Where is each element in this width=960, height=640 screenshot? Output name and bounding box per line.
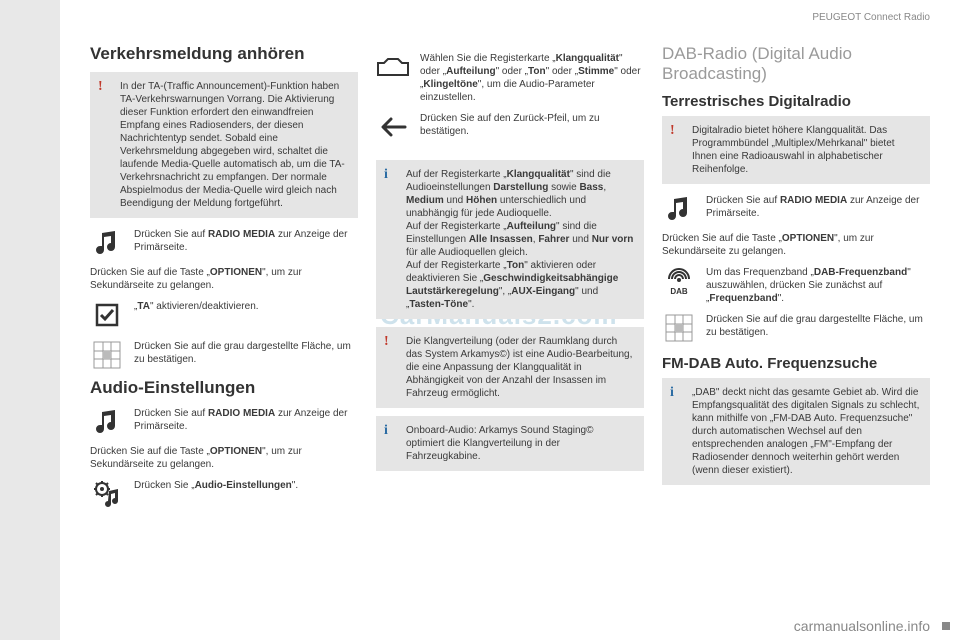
music-note-icon	[90, 405, 124, 439]
heading-audio-settings: Audio-Einstellungen	[90, 378, 358, 398]
step-text: Wählen Sie die Registerkarte „Klangquali…	[420, 50, 644, 104]
options-line-3: Drücken Sie auf die Taste „OPTIONEN", um…	[662, 232, 930, 258]
warning-text: Digitalradio bietet höhere Klangqualität…	[692, 125, 895, 175]
svg-text:DAB: DAB	[670, 287, 688, 296]
dab-icon: DAB	[662, 264, 696, 298]
step-grey-confirm-1: Drücken Sie auf die grau dargestellte Fl…	[90, 338, 358, 372]
page-corner-mark	[942, 622, 950, 630]
music-note-icon	[662, 192, 696, 226]
options-line-2: Drücken Sie auf die Taste „OPTIONEN", um…	[90, 445, 358, 471]
heading-dab-radio: DAB-Radio (Digital Audio Broadcasting)	[662, 44, 930, 83]
step-dab-band: DAB Um das Frequenzband „DAB-Frequenzban…	[662, 264, 930, 305]
heading-terrestrial: Terrestrisches Digitalradio	[662, 93, 930, 110]
step-text: Drücken Sie auf den Zurück-Pfeil, um zu …	[420, 110, 644, 138]
info-text: Auf der Registerkarte „Klangqualität" si…	[406, 169, 633, 310]
column-2: Wählen Sie die Registerkarte „Klangquali…	[376, 44, 644, 517]
info-onboard-audio: i Onboard-Audio: Arkamys Sound Staging© …	[376, 416, 644, 471]
warning-digital-radio: ! Digitalradio bietet höhere Klangqualit…	[662, 116, 930, 184]
heading-traffic: Verkehrsmeldung anhören	[90, 44, 358, 64]
tabs-icon	[376, 50, 410, 84]
back-arrow-icon	[376, 110, 410, 144]
info-text: „DAB" deckt nicht das gesamte Gebiet ab.…	[692, 387, 919, 476]
step-radio-media-3: Drücken Sie auf RADIO MEDIA zur Anzeige …	[662, 192, 930, 226]
grid-square-icon	[662, 311, 696, 345]
warning-text: In der TA-(Traffic Announcement)-Funktio…	[120, 81, 345, 209]
info-icon: i	[384, 166, 388, 184]
options-line-1: Drücken Sie auf die Taste „OPTIONEN", um…	[90, 266, 358, 292]
step-grey-confirm-2: Drücken Sie auf die grau dargestellte Fl…	[662, 311, 930, 345]
exclaim-icon: !	[670, 122, 675, 140]
column-1: Verkehrsmeldung anhören ! In der TA-(Tra…	[90, 44, 358, 517]
step-audio-settings: Drücken Sie „Audio-Einstellungen".	[90, 477, 358, 511]
content-columns: Verkehrsmeldung anhören ! In der TA-(Tra…	[90, 44, 930, 517]
info-fm-dab: i „DAB" deckt nicht das gesamte Gebiet a…	[662, 378, 930, 485]
info-sound-tabs: i Auf der Registerkarte „Klangqualität" …	[376, 160, 644, 319]
step-text: Drücken Sie auf RADIO MEDIA zur Anzeige …	[134, 226, 358, 254]
exclaim-icon: !	[384, 333, 389, 351]
page-left-margin	[0, 0, 60, 640]
gear-note-icon	[90, 477, 124, 511]
warning-text: Die Klangverteilung (oder der Raumklang …	[406, 336, 632, 399]
step-text: Drücken Sie auf die grau dargestellte Fl…	[134, 338, 358, 366]
step-ta-toggle: „TA" aktivieren/deaktivieren.	[90, 298, 358, 332]
step-text: Drücken Sie auf RADIO MEDIA zur Anzeige …	[706, 192, 930, 220]
heading-fm-dab: FM-DAB Auto. Frequenzsuche	[662, 355, 930, 372]
step-text: „TA" aktivieren/deaktivieren.	[134, 298, 358, 313]
section-header: PEUGEOT Connect Radio	[812, 12, 930, 23]
warning-arkamys: ! Die Klangverteilung (oder der Raumklan…	[376, 327, 644, 408]
column-3: DAB-Radio (Digital Audio Broadcasting) T…	[662, 44, 930, 517]
grid-square-icon	[90, 338, 124, 372]
step-text: Um das Frequenzband „DAB-Frequenzband" a…	[706, 264, 930, 305]
music-note-icon	[90, 226, 124, 260]
info-icon: i	[670, 384, 674, 402]
checkbox-icon	[90, 298, 124, 332]
footer-url: carmanualsonline.info	[794, 618, 930, 634]
step-text: Drücken Sie auf RADIO MEDIA zur Anzeige …	[134, 405, 358, 433]
step-select-tab: Wählen Sie die Registerkarte „Klangquali…	[376, 50, 644, 104]
step-text: Drücken Sie auf die grau dargestellte Fl…	[706, 311, 930, 339]
step-text: Drücken Sie „Audio-Einstellungen".	[134, 477, 358, 492]
warning-ta-function: ! In der TA-(Traffic Announcement)-Funkt…	[90, 72, 358, 218]
step-radio-media-2: Drücken Sie auf RADIO MEDIA zur Anzeige …	[90, 405, 358, 439]
exclaim-icon: !	[98, 78, 103, 96]
step-radio-media-1: Drücken Sie auf RADIO MEDIA zur Anzeige …	[90, 226, 358, 260]
info-text: Onboard-Audio: Arkamys Sound Staging© op…	[406, 425, 593, 462]
info-icon: i	[384, 422, 388, 440]
step-back-confirm: Drücken Sie auf den Zurück-Pfeil, um zu …	[376, 110, 644, 144]
manual-page: PEUGEOT Connect Radio CarManuals2.com Ve…	[60, 0, 960, 640]
